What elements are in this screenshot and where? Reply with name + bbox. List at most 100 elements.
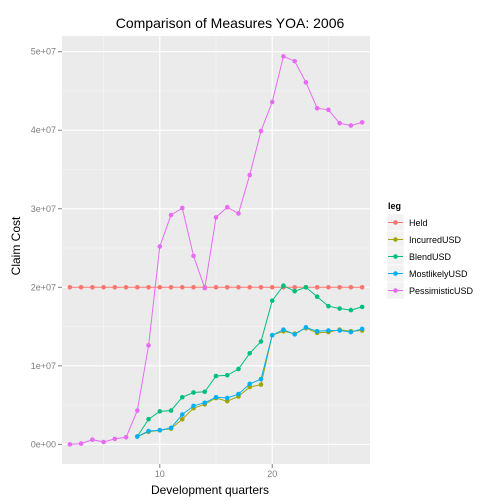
- data-point: [191, 403, 196, 409]
- data-point: [269, 332, 275, 338]
- data-point: [213, 215, 219, 220]
- data-point: [213, 285, 219, 290]
- data-point: [292, 288, 297, 294]
- axes: 0e+00 1e+07 2e+07 3e+07 4e+07 5e+07 10 20: [31, 47, 277, 479]
- data-point: [236, 391, 241, 397]
- legend-title: leg: [388, 201, 401, 211]
- data-point: [213, 373, 219, 379]
- data-point: [78, 441, 84, 446]
- x-tick-label: 10: [155, 469, 165, 479]
- legend-label: MostlikelyUSD: [409, 269, 468, 279]
- data-point: [326, 328, 331, 333]
- data-point: [337, 120, 342, 126]
- data-point: [191, 390, 196, 395]
- data-point: [258, 128, 264, 134]
- data-point: [224, 372, 230, 378]
- data-point: [247, 285, 253, 290]
- data-point: [337, 306, 342, 311]
- data-point: [292, 285, 297, 290]
- data-point: [191, 253, 196, 259]
- data-point: [112, 285, 118, 290]
- legend-label: Held: [409, 218, 428, 228]
- data-point: [157, 427, 163, 433]
- data-point: [135, 434, 140, 439]
- data-point: [359, 120, 365, 125]
- x-tick-label: 20: [267, 469, 277, 479]
- data-point: [269, 298, 275, 303]
- data-point: [348, 123, 354, 128]
- legend-entry: PessimisticUSD: [386, 281, 474, 300]
- data-point: [236, 285, 241, 290]
- data-point: [224, 204, 230, 210]
- data-point: [292, 332, 297, 337]
- data-point: [247, 381, 253, 387]
- data-point: [314, 294, 320, 300]
- data-point: [112, 436, 118, 442]
- data-point: [314, 105, 320, 111]
- data-point: [168, 212, 174, 218]
- legend-label: PessimisticUSD: [409, 286, 474, 296]
- data-point: [314, 285, 320, 290]
- legend-key-point: [393, 271, 398, 276]
- legend-key-point: [393, 254, 398, 259]
- data-point: [281, 327, 286, 333]
- data-point: [303, 285, 309, 290]
- data-point: [326, 285, 331, 290]
- data-point: [348, 307, 354, 313]
- data-point: [67, 285, 73, 290]
- series-lines: [67, 54, 365, 447]
- data-point: [101, 285, 106, 290]
- data-point: [78, 285, 84, 290]
- legend-label: BlendUSD: [409, 252, 452, 262]
- series-mostlikelyusd: [135, 325, 365, 439]
- y-tick-label: 2e+07: [31, 282, 56, 292]
- data-point: [123, 434, 129, 440]
- data-point: [292, 58, 297, 64]
- y-tick-label: 4e+07: [31, 125, 56, 135]
- data-point: [179, 285, 185, 290]
- data-point: [326, 107, 331, 113]
- data-point: [303, 325, 309, 330]
- data-point: [337, 285, 342, 290]
- data-point: [168, 285, 174, 290]
- data-point: [258, 339, 264, 344]
- data-point: [168, 425, 174, 431]
- data-point: [348, 285, 354, 290]
- y-tick-label: 0e+00: [31, 439, 56, 449]
- data-point: [224, 285, 230, 290]
- y-tick-label: 3e+07: [31, 204, 56, 214]
- legend-key-point: [393, 220, 398, 225]
- data-point: [281, 283, 286, 289]
- data-point: [179, 416, 185, 422]
- y-tick-label: 1e+07: [31, 361, 56, 371]
- data-point: [123, 285, 129, 290]
- data-point: [303, 80, 309, 85]
- data-point: [281, 54, 286, 59]
- data-point: [236, 366, 241, 372]
- legend-entry: BlendUSD: [386, 247, 452, 266]
- series-pessimisticusd: [67, 54, 365, 447]
- legend-key-point: [393, 288, 398, 293]
- data-point: [146, 343, 151, 348]
- data-point: [168, 408, 174, 413]
- data-point: [146, 285, 151, 290]
- data-point: [314, 328, 320, 334]
- data-point: [146, 428, 151, 434]
- data-point: [269, 99, 275, 105]
- data-point: [348, 329, 354, 335]
- data-point: [258, 285, 264, 290]
- data-point: [224, 395, 230, 401]
- chart-title: Comparison of Measures YOA: 2006: [116, 15, 345, 31]
- data-point: [146, 416, 151, 422]
- data-point: [337, 328, 342, 333]
- legend: leg Held IncurredUSD BlendUSD MostlikelyUSD…: [386, 201, 474, 300]
- data-point: [202, 285, 208, 291]
- x-axis-label: Development quarters: [151, 483, 269, 497]
- data-point: [236, 211, 241, 216]
- data-point: [157, 244, 163, 249]
- data-point: [179, 205, 185, 211]
- y-tick-label: 5e+07: [31, 47, 56, 57]
- data-point: [247, 350, 253, 356]
